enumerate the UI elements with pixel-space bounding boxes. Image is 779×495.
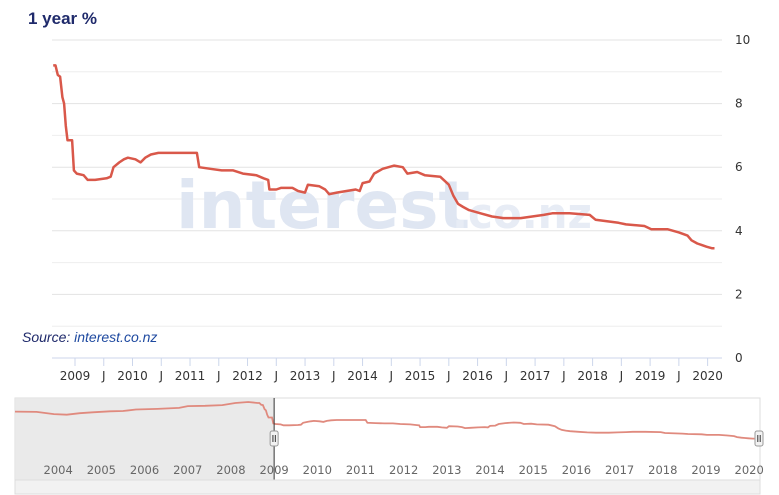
- navigator-tick-label: 2010: [303, 463, 332, 477]
- y-tick-label: 0: [735, 351, 743, 365]
- navigator-tick-label: 2008: [216, 463, 245, 477]
- x-tick-label: 2009: [60, 369, 91, 383]
- x-tick-label: J: [101, 369, 106, 383]
- x-tick-label: 2017: [520, 369, 551, 383]
- x-tick-label: J: [274, 369, 279, 383]
- navigator-handle-left[interactable]: [269, 430, 279, 447]
- navigator-tick-label: 2011: [346, 463, 375, 477]
- handle-grip[interactable]: [269, 430, 279, 447]
- navigator-line: [14, 401, 755, 440]
- navigator-tick-label: 2014: [475, 463, 504, 477]
- navigator-tick-label: 2018: [648, 463, 677, 477]
- y-tick-label: 6: [735, 160, 743, 174]
- x-tick-label: J: [389, 369, 394, 383]
- navigator-tick-label: 2020: [735, 463, 764, 477]
- navigator-x-axis: 2004 2005 2006 2007 2008 2009 2010 2011 2012 2013…: [44, 463, 764, 477]
- y-axis: 0 2 4 6 8 10: [735, 33, 750, 365]
- x-tick-label: J: [504, 369, 509, 383]
- chart-title: 1 year %: [28, 9, 97, 28]
- x-tick-label: 2012: [232, 369, 263, 383]
- x-tick-label: 2015: [405, 369, 436, 383]
- navigator-tick-label: 2017: [605, 463, 634, 477]
- series-line[interactable]: [53, 64, 715, 250]
- navigator-tick-label: 2019: [691, 463, 720, 477]
- navigator-tick-label: 2004: [44, 463, 73, 477]
- watermark: interest .co.nz: [176, 167, 592, 244]
- x-tick-label: 2018: [577, 369, 608, 383]
- source-prefix: Source:: [22, 329, 71, 345]
- x-tick-label: J: [619, 369, 624, 383]
- x-tick-label: 2014: [347, 369, 378, 383]
- x-tick-label: 2010: [117, 369, 148, 383]
- navigator-scrollbar[interactable]: [14, 479, 761, 495]
- y-tick-label: 10: [735, 33, 750, 47]
- navigator-tick-label: 2006: [130, 463, 159, 477]
- navigator-mask-left: [15, 398, 275, 480]
- x-tick-label: J: [216, 369, 221, 383]
- navigator-tick-label: 2015: [519, 463, 548, 477]
- watermark-main: interest: [176, 167, 470, 244]
- x-axis: 2009 J 2010 J 2011 J 2012 J 2013 J 2014 J 2015 J 2016 J…: [60, 358, 723, 383]
- navigator-tick-label: 2016: [562, 463, 591, 477]
- navigator-tick-label: 2009: [259, 463, 288, 477]
- x-tick-label: J: [561, 369, 566, 383]
- x-tick-label: 2013: [290, 369, 321, 383]
- y-gridlines: [52, 39, 722, 359]
- navigator-tick-label: 2012: [389, 463, 418, 477]
- x-tick-label: J: [446, 369, 451, 383]
- navigator-tick-label: 2007: [173, 463, 202, 477]
- y-tick-label: 2: [735, 287, 743, 301]
- navigator-handle-right[interactable]: [754, 430, 764, 447]
- source-link[interactable]: interest.co.nz: [74, 329, 158, 345]
- x-tick-label: J: [331, 369, 336, 383]
- x-tick-label: 2016: [462, 369, 493, 383]
- handle-grip[interactable]: [754, 430, 764, 447]
- x-tick-label: 2020: [692, 369, 723, 383]
- y-tick-label: 8: [735, 97, 743, 111]
- x-tick-label: J: [676, 369, 681, 383]
- x-tick-label: J: [158, 369, 163, 383]
- navigator[interactable]: 2004 2005 2006 2007 2008 2009 2010 2011 2012 2013…: [14, 397, 764, 495]
- y-tick-label: 4: [735, 224, 743, 238]
- source-note: Source: interest.co.nz: [22, 329, 157, 345]
- x-tick-label: 2011: [175, 369, 206, 383]
- navigator-tick-label: 2013: [432, 463, 461, 477]
- x-tick-label: 2019: [635, 369, 666, 383]
- navigator-tick-label: 2005: [87, 463, 116, 477]
